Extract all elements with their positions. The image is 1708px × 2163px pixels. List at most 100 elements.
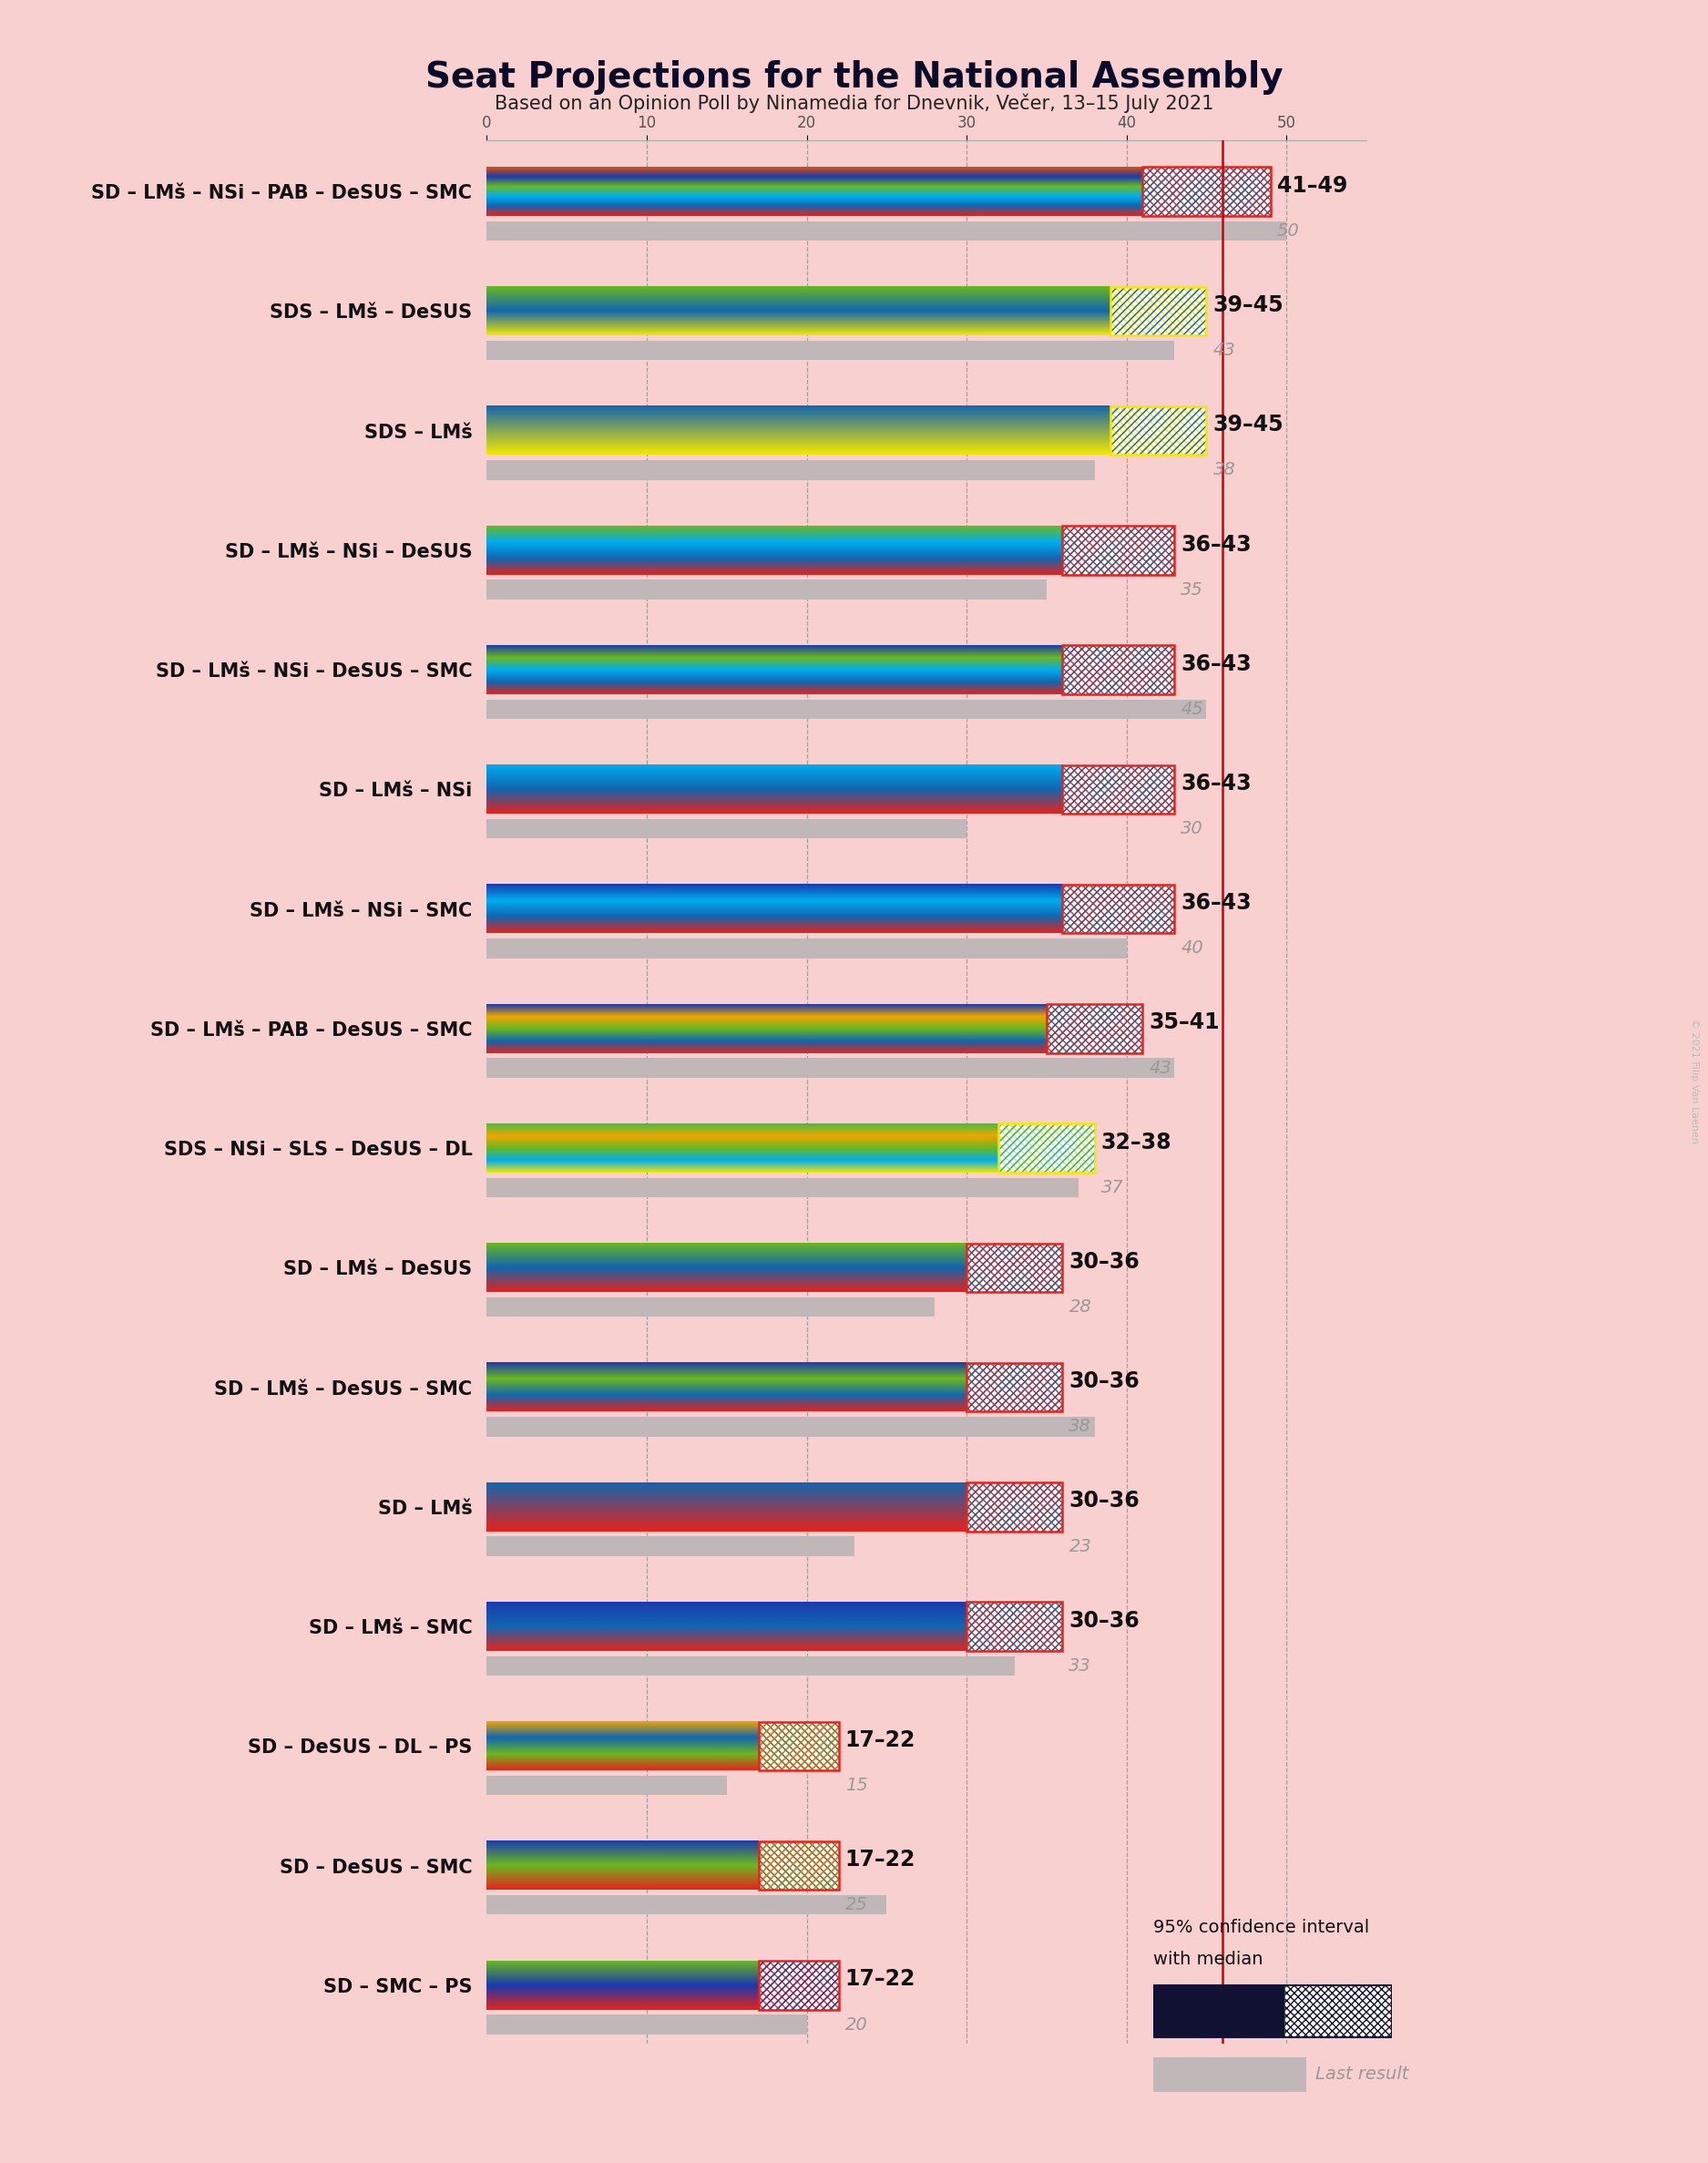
Text: 36–43: 36–43 — [1180, 653, 1252, 675]
Bar — [1062, 645, 1175, 694]
Bar — [487, 580, 1047, 599]
Bar — [967, 1363, 1062, 1412]
Bar — [758, 1962, 839, 2009]
Bar — [1110, 288, 1206, 335]
Bar — [487, 699, 1206, 718]
Bar — [1047, 1004, 1143, 1053]
Bar — [487, 1657, 1015, 1676]
Bar — [967, 1363, 1062, 1412]
Bar — [758, 1962, 839, 2009]
Bar — [1284, 1986, 1392, 2038]
Bar — [758, 1722, 839, 1769]
Bar — [487, 1417, 1095, 1436]
Bar — [999, 1125, 1095, 1172]
Bar — [1062, 645, 1175, 694]
Bar — [967, 1603, 1062, 1650]
Bar — [1047, 1004, 1143, 1053]
Text: 30–36: 30–36 — [1069, 1490, 1139, 1512]
Text: 32–38: 32–38 — [1102, 1131, 1172, 1153]
Bar — [1062, 766, 1175, 813]
Text: 39–45: 39–45 — [1213, 294, 1284, 316]
Bar — [1143, 167, 1271, 216]
Bar — [1062, 766, 1175, 813]
Text: with median: with median — [1153, 1951, 1262, 1968]
Bar — [967, 1482, 1062, 1531]
Text: Based on an Opinion Poll by Ninamedia for Dnevnik, Večer, 13–15 July 2021: Based on an Opinion Poll by Ninamedia fo… — [495, 93, 1213, 112]
Bar — [1062, 885, 1175, 932]
Bar — [1062, 885, 1175, 932]
Bar — [1153, 1986, 1392, 2038]
Bar — [758, 1722, 839, 1769]
Bar — [487, 1895, 886, 1914]
Bar — [487, 939, 1127, 958]
Bar — [1062, 526, 1175, 575]
Text: 40: 40 — [1180, 939, 1204, 956]
Text: 35: 35 — [1180, 582, 1204, 599]
Bar — [487, 2014, 806, 2033]
Bar — [758, 1962, 839, 2009]
Text: 39–45: 39–45 — [1213, 413, 1284, 435]
Bar — [1062, 645, 1175, 694]
Text: 38: 38 — [1213, 461, 1235, 478]
Bar — [1143, 167, 1271, 216]
Text: 17–22: 17–22 — [845, 1968, 915, 1990]
Bar — [999, 1125, 1095, 1172]
Text: 25: 25 — [845, 1897, 868, 1914]
Bar — [487, 461, 1095, 480]
Bar — [758, 1841, 839, 1890]
Bar — [967, 1363, 1062, 1412]
Text: Last result: Last result — [1315, 2066, 1409, 2083]
Text: 30–36: 30–36 — [1069, 1371, 1139, 1393]
Text: 43: 43 — [1213, 342, 1235, 359]
Text: 37: 37 — [1102, 1179, 1124, 1196]
Bar — [967, 1244, 1062, 1291]
Bar — [967, 1603, 1062, 1650]
Bar — [967, 1482, 1062, 1531]
Bar — [1047, 1004, 1143, 1053]
Bar — [1110, 407, 1206, 454]
Bar — [1062, 526, 1175, 575]
Bar — [967, 1244, 1062, 1291]
Bar — [758, 1722, 839, 1769]
Bar — [1062, 526, 1175, 575]
Bar — [1110, 407, 1206, 454]
Text: 15: 15 — [845, 1776, 868, 1793]
Bar — [1110, 288, 1206, 335]
Text: 36–43: 36–43 — [1180, 534, 1252, 556]
Bar — [967, 1482, 1062, 1531]
Text: 30–36: 30–36 — [1069, 1609, 1139, 1631]
Text: 50: 50 — [1278, 223, 1300, 240]
Bar — [758, 1841, 839, 1890]
Bar — [999, 1125, 1095, 1172]
Bar — [758, 1722, 839, 1769]
Bar — [967, 1244, 1062, 1291]
Bar — [1047, 1004, 1143, 1053]
Bar — [487, 1536, 854, 1555]
Bar — [758, 1841, 839, 1890]
Bar — [487, 1776, 726, 1795]
Text: 17–22: 17–22 — [845, 1849, 915, 1871]
Bar — [1110, 288, 1206, 335]
Bar — [1062, 766, 1175, 813]
Text: 28: 28 — [1069, 1298, 1091, 1315]
Bar — [999, 1125, 1095, 1172]
Bar — [1110, 407, 1206, 454]
Text: 36–43: 36–43 — [1180, 891, 1252, 915]
Text: 38: 38 — [1069, 1419, 1091, 1436]
Bar — [967, 1244, 1062, 1291]
Text: 17–22: 17–22 — [845, 1728, 915, 1752]
Text: 33: 33 — [1069, 1657, 1091, 1674]
Bar — [1062, 766, 1175, 813]
Text: 23: 23 — [1069, 1538, 1091, 1555]
Bar — [487, 342, 1175, 361]
Text: 35–41: 35–41 — [1149, 1012, 1220, 1034]
Text: Seat Projections for the National Assembly: Seat Projections for the National Assemb… — [425, 61, 1283, 95]
Bar — [967, 1603, 1062, 1650]
Bar — [487, 221, 1286, 240]
Text: 45: 45 — [1180, 701, 1204, 718]
Text: 36–43: 36–43 — [1180, 772, 1252, 794]
Text: 43: 43 — [1149, 1060, 1172, 1077]
Text: 41–49: 41–49 — [1278, 175, 1348, 197]
Text: 30: 30 — [1180, 820, 1204, 837]
Bar — [1143, 167, 1271, 216]
